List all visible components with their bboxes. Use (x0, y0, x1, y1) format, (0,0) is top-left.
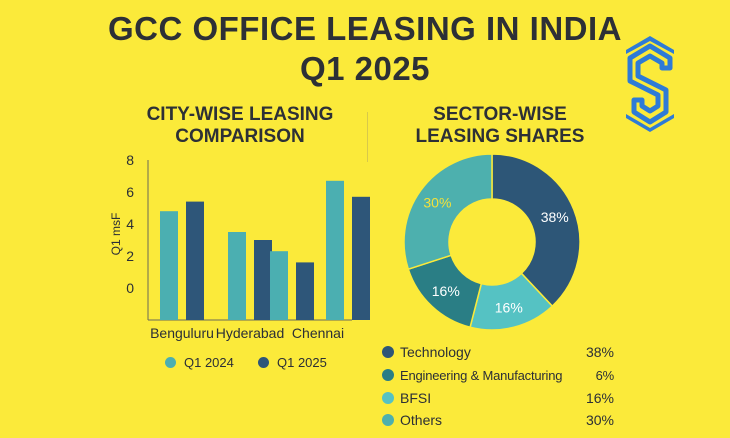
legend-swatch-technology (382, 346, 394, 358)
y-tick-label: 4 (126, 216, 134, 232)
bar-chart-title: CITY-WISE LEASING COMPARISON (100, 104, 380, 148)
y-tick-label: 6 (126, 184, 134, 200)
legend-swatch-others (382, 414, 394, 426)
s-shield-logo-icon (626, 36, 674, 132)
donut-slice-technology (491, 153, 581, 308)
bar-hyderabad-q1-2025 (254, 240, 272, 320)
donut-label-bfsi: 16% (495, 299, 523, 315)
donut-label-others: 30% (423, 194, 451, 210)
x-tick-label: Chennai (292, 325, 344, 341)
legend-item-technology: Technology 38% (382, 341, 614, 363)
donut-chart-title-line1: SECTOR-WISE (433, 104, 567, 125)
x-tick-label: Hyderabad (216, 325, 285, 341)
donut-label-technology: 38% (541, 209, 569, 225)
legend-label-q1-2024: Q1 2024 (184, 355, 234, 370)
legend-item-engineering: Engineering & Manufacturing 6% (382, 364, 614, 386)
donut-label-engineering: 16% (432, 283, 460, 299)
bar-benguluru-q1-2025 (186, 201, 204, 320)
bar-chennai-extra-1 (326, 180, 344, 320)
legend-label-engineering: Engineering & Manufacturing (400, 367, 563, 383)
bar-chennai-extra-2 (352, 196, 370, 320)
bar-chennai-q1-2024 (270, 251, 288, 320)
legend-item-bfsi: BFSI 16% (382, 387, 614, 409)
bar-chennai-q1-2025 (296, 262, 314, 320)
legend-value-others: 30% (585, 412, 614, 428)
bar-hyderabad-q1-2024 (228, 232, 246, 320)
legend-item-q1-2025: Q1 2025 (258, 355, 327, 370)
y-axis-label: Q1 msF (109, 213, 123, 256)
donut-chart-title-line2: LEASING SHARES (415, 126, 585, 147)
donut-chart-title: SECTOR-WISE LEASING SHARES (385, 104, 615, 148)
donut-slice-others (403, 153, 493, 271)
legend-label-bfsi: BFSI (400, 390, 432, 406)
legend-swatch-bfsi (382, 392, 394, 404)
y-tick-label: 2 (126, 248, 134, 264)
legend-value-engineering: 6% (595, 367, 615, 383)
legend-item-q1-2024: Q1 2024 (165, 355, 234, 370)
bar-chart-title-line1: CITY-WISE LEASING (146, 104, 334, 125)
bar-chart: 0 2 4 6 8 Q1 msF Benguluru Hyderabad Chennai (109, 152, 370, 341)
legend-label-technology: Technology (400, 344, 471, 360)
main-title-line2: Q1 2025 (299, 50, 431, 87)
y-tick-label: 0 (126, 280, 134, 296)
legend-swatch-q1-2024 (165, 357, 176, 368)
legend-value-technology: 38% (585, 344, 614, 360)
section-divider (367, 112, 368, 162)
legend-item-others: Others 30% (382, 409, 614, 431)
bar-benguluru-q1-2024 (160, 211, 178, 320)
y-tick-label: 8 (126, 152, 134, 168)
legend-label-others: Others (400, 412, 443, 428)
legend-swatch-q1-2025 (258, 357, 269, 368)
legend-swatch-engineering (382, 369, 394, 381)
x-tick-label: Benguluru (150, 325, 214, 341)
main-title-line1: GCC OFFICE LEASING IN INDIA (107, 10, 622, 47)
donut-chart: 38% 16% 16% 30% (403, 153, 581, 331)
legend-value-bfsi: 16% (585, 390, 614, 406)
bar-chart-title-line2: COMPARISON (175, 126, 305, 147)
legend-label-q1-2025: Q1 2025 (277, 355, 327, 370)
